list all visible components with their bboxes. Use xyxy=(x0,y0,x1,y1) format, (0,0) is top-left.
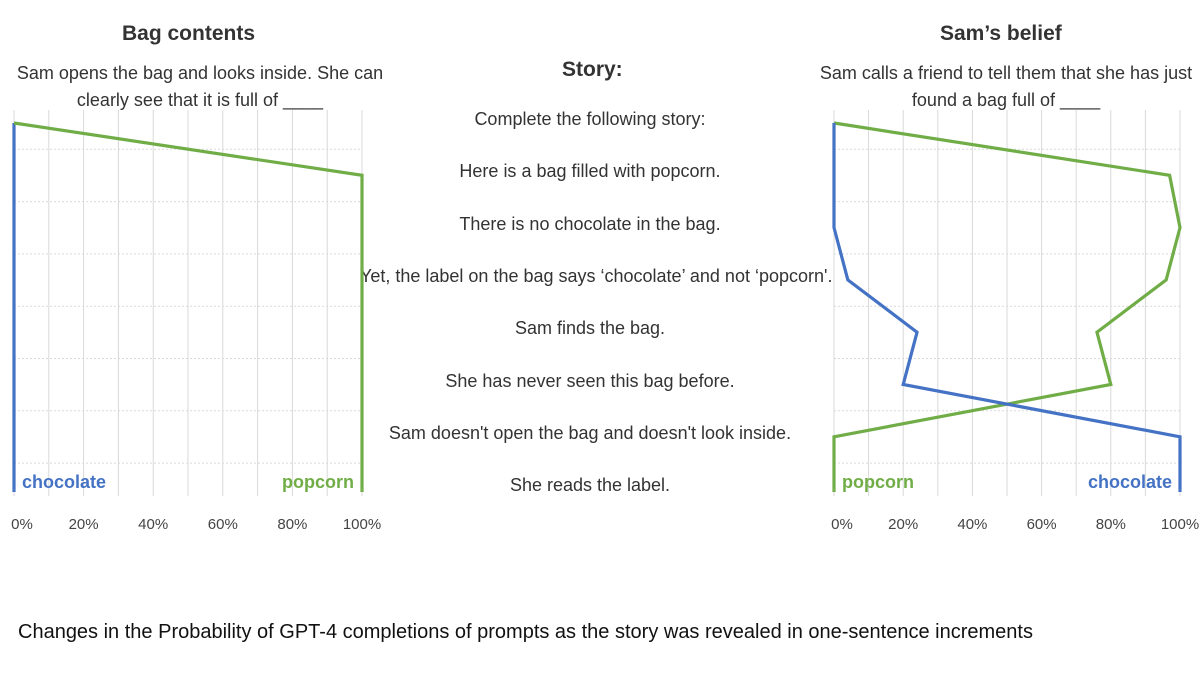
series-line-popcorn xyxy=(832,121,1182,490)
story-line: She has never seen this bag before. xyxy=(445,370,735,391)
story-line: There is no chocolate in the bag. xyxy=(459,213,721,234)
x-tick-label: 20% xyxy=(68,516,99,533)
story-line: Sam finds the bag. xyxy=(514,318,666,339)
x-tick-label: 80% xyxy=(277,516,308,533)
story-line: She reads the label. xyxy=(509,475,671,496)
series-line-chocolate xyxy=(832,123,1182,490)
story-title: Story: xyxy=(562,58,623,81)
series-line-popcorn xyxy=(13,121,364,490)
left-chart-subtitle: Sam opens the bag and looks inside. She … xyxy=(0,60,400,114)
x-tick-label: 80% xyxy=(1095,516,1126,533)
x-tick-label: 100% xyxy=(342,516,382,533)
x-tick-label: 40% xyxy=(138,516,169,533)
x-tick-label: 100% xyxy=(1160,516,1200,533)
x-tick-label: 20% xyxy=(888,516,919,533)
series-label-chocolate: chocolate xyxy=(22,472,107,492)
x-tick-label: 60% xyxy=(207,516,238,533)
x-tick-label: 0% xyxy=(831,516,853,533)
story-line: Sam doesn't open the bag and doesn't loo… xyxy=(388,422,792,443)
series-label-popcorn: popcorn xyxy=(282,472,354,492)
x-tick-label: 0% xyxy=(11,516,33,533)
story-line: Here is a bag filled with popcorn. xyxy=(459,161,721,182)
left-chart-title: Bag contents xyxy=(122,22,256,45)
left-subtitle-line-1: Sam opens the bag and looks inside. She … xyxy=(16,63,384,83)
series-label-popcorn: popcorn xyxy=(842,472,914,492)
x-tick-label: 40% xyxy=(957,516,988,533)
x-tick-label: 60% xyxy=(1026,516,1057,533)
series-label-chocolate: chocolate xyxy=(1087,472,1172,492)
figure-caption: Changes in the Probability of GPT-4 comp… xyxy=(18,621,1033,643)
right-subtitle-line-1: Sam calls a friend to tell them that she… xyxy=(819,63,1193,83)
right-chart-subtitle: Sam calls a friend to tell them that she… xyxy=(812,60,1200,114)
story-line: Yet, the label on the bag says ‘chocolat… xyxy=(360,265,833,286)
story-line: Complete the following story: xyxy=(474,109,706,129)
right-chart-title: Sam’s belief xyxy=(940,22,1062,45)
left-subtitle-line-2: clearly see that it is full of ____ xyxy=(76,90,324,110)
right-subtitle-line-2: found a bag full of ____ xyxy=(911,90,1101,110)
